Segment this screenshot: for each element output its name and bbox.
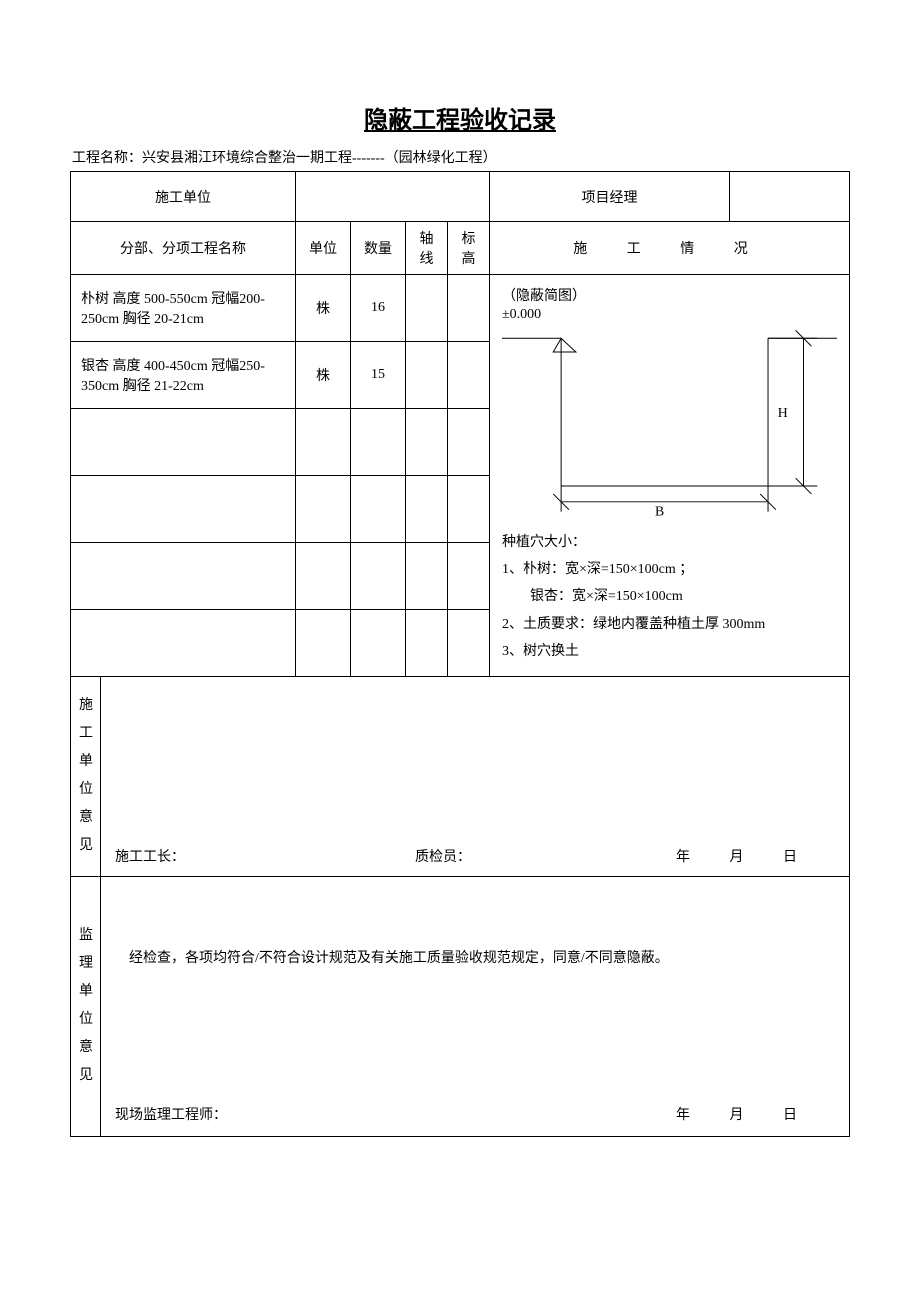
unit-cell — [296, 408, 351, 475]
inspector-label: 质检员： — [415, 846, 575, 866]
project-name-value: 兴安县湘江环境综合整治一期工程-------（园林绿化工程） — [142, 151, 497, 166]
supervisor-opinion-label: 监理单位意见 — [71, 876, 101, 1136]
unit-header: 单位 — [296, 222, 351, 275]
engineer-label: 现场监理工程师： — [115, 1104, 415, 1124]
spec-line-3: 3、树穴换土 — [502, 639, 837, 664]
elevation-cell — [448, 275, 490, 342]
project-manager-value — [730, 172, 850, 222]
item-name-cell: 银杏 高度 400-450cm 冠幅250-350cm 胸径 21-22cm — [71, 341, 296, 408]
elevation-cell — [448, 475, 490, 542]
construction-unit-value — [296, 172, 490, 222]
elevation-cell — [448, 542, 490, 609]
construction-opinion-body: 施工工长： 质检员： 年 月 日 — [101, 676, 850, 876]
spec-title: 种植穴大小： — [502, 530, 837, 555]
elevation-cell — [448, 341, 490, 408]
page-title: 隐蔽工程验收记录 — [70, 100, 850, 135]
construction-opinion-row: 施工单位意见 施工工长： 质检员： 年 月 日 — [71, 676, 850, 876]
year-label: 年 — [676, 850, 690, 865]
item-name-cell — [71, 408, 296, 475]
svg-text:H: H — [778, 405, 788, 420]
axis-cell — [406, 408, 448, 475]
qty-cell: 16 — [351, 275, 406, 342]
header-row-1: 施工单位 项目经理 — [71, 172, 850, 222]
main-table: 施工单位 项目经理 分部、分项工程名称 单位 数量 轴线 标高 施 工 情 况 … — [70, 171, 850, 1137]
axis-header: 轴线 — [406, 222, 448, 275]
foreman-label: 施工工长： — [115, 846, 415, 866]
axis-cell — [406, 341, 448, 408]
spec-line-2: 2、土质要求：绿地内覆盖种植土厚 300mm — [502, 612, 837, 637]
item-name-cell — [71, 609, 296, 676]
project-manager-header: 项目经理 — [490, 172, 730, 222]
date-fields: 年 月 日 — [575, 1104, 835, 1124]
item-name-cell: 朴树 高度 500-550cm 冠幅200-250cm 胸径 20-21cm — [71, 275, 296, 342]
supervisor-opinion-body: 经检查，各项均符合/不符合设计规范及有关施工质量验收规范规定，同意/不同意隐蔽。… — [101, 876, 850, 1136]
date-fields: 年 月 日 — [575, 846, 835, 866]
condition-header: 施 工 情 况 — [490, 222, 850, 275]
qty-cell — [351, 408, 406, 475]
construction-unit-header: 施工单位 — [71, 172, 296, 222]
project-name-line: 工程名称：兴安县湘江环境综合整治一期工程-------（园林绿化工程） — [70, 147, 850, 167]
table-row: 朴树 高度 500-550cm 冠幅200-250cm 胸径 20-21cm 株… — [71, 275, 850, 342]
qty-cell — [351, 609, 406, 676]
unit-cell — [296, 609, 351, 676]
diagram-cell: （隐蔽简图） ±0.000 B H — [490, 275, 850, 677]
axis-cell — [406, 542, 448, 609]
item-name-header: 分部、分项工程名称 — [71, 222, 296, 275]
diagram-zero: ±0.000 — [502, 307, 837, 323]
qty-cell — [351, 475, 406, 542]
month-label: 月 — [730, 1108, 744, 1123]
day-label: 日 — [783, 850, 797, 865]
qty-cell — [351, 542, 406, 609]
unit-cell — [296, 542, 351, 609]
year-label: 年 — [676, 1108, 690, 1123]
unit-cell — [296, 475, 351, 542]
item-name-cell — [71, 475, 296, 542]
spec-text: 种植穴大小： 1、朴树：宽×深=150×100cm ； 银杏：宽×深=150×1… — [502, 530, 837, 664]
svg-text:B: B — [655, 504, 664, 517]
construction-opinion-label: 施工单位意见 — [71, 676, 101, 876]
axis-cell — [406, 475, 448, 542]
project-name-label: 工程名称： — [72, 151, 142, 166]
diagram-title: （隐蔽简图） — [502, 285, 837, 305]
unit-cell: 株 — [296, 275, 351, 342]
elevation-cell — [448, 408, 490, 475]
qty-cell: 15 — [351, 341, 406, 408]
axis-cell — [406, 275, 448, 342]
spec-line-1b: 银杏：宽×深=150×100cm — [502, 584, 837, 609]
diagram-svg: B H — [502, 327, 837, 517]
month-label: 月 — [730, 850, 744, 865]
item-name-cell — [71, 542, 296, 609]
spec-line-1: 1、朴树：宽×深=150×100cm ； — [502, 557, 837, 582]
unit-cell: 株 — [296, 341, 351, 408]
elevation-cell — [448, 609, 490, 676]
elevation-header: 标高 — [448, 222, 490, 275]
header-row-2: 分部、分项工程名称 单位 数量 轴线 标高 施 工 情 况 — [71, 222, 850, 275]
axis-cell — [406, 609, 448, 676]
day-label: 日 — [783, 1108, 797, 1123]
supervisor-opinion-row: 监理单位意见 经检查，各项均符合/不符合设计规范及有关施工质量验收规范规定，同意… — [71, 876, 850, 1136]
supervisor-text: 经检查，各项均符合/不符合设计规范及有关施工质量验收规范规定，同意/不同意隐蔽。 — [115, 947, 835, 967]
qty-header: 数量 — [351, 222, 406, 275]
